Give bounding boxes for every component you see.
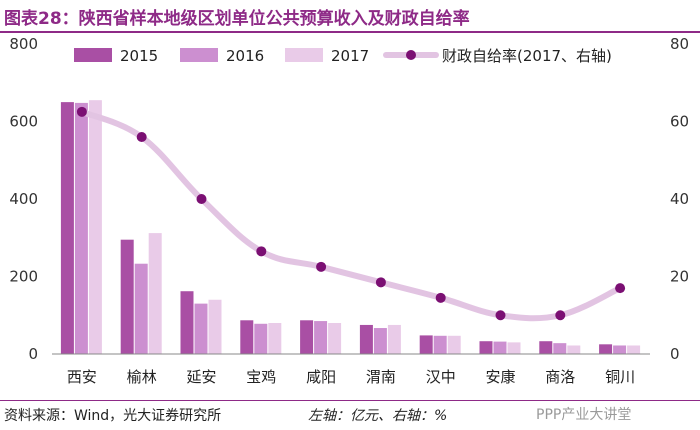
legend-label: 财政自给率(2017、右轴) <box>442 47 612 65</box>
bar-2017 <box>268 323 282 354</box>
bar-2016 <box>194 303 208 354</box>
bar-2015 <box>359 324 373 354</box>
category-label: 延安 <box>186 368 216 386</box>
bar-2015 <box>599 344 613 354</box>
line-marker <box>555 310 566 321</box>
right-tick-label: 0 <box>670 345 680 363</box>
left-axis: 0 200 400 600 800 <box>9 35 38 363</box>
self-sufficiency-line <box>78 108 624 322</box>
legend-swatch-2016 <box>180 48 218 62</box>
category-label: 铜川 <box>605 368 635 386</box>
right-axis: 0 20 40 60 80 <box>670 35 689 363</box>
left-tick-label: 0 <box>28 345 38 363</box>
legend-label: 2017 <box>331 47 369 65</box>
axis-unit-note: 左轴：亿元、右轴：% <box>308 408 448 424</box>
bar-2016 <box>433 335 447 354</box>
footer-divider <box>0 400 700 401</box>
legend-marker-swatch <box>406 50 416 60</box>
legend-label: 2015 <box>120 47 158 65</box>
bar-2015 <box>120 239 134 354</box>
legend-label: 2016 <box>226 47 264 65</box>
bar-2016 <box>373 328 387 354</box>
category-label: 商洛 <box>545 368 575 386</box>
bar-2016 <box>254 323 268 354</box>
category-label: 渭南 <box>366 368 396 386</box>
right-tick-label: 20 <box>670 268 689 286</box>
bar-2017 <box>507 342 521 354</box>
bar-2017 <box>567 345 581 354</box>
bar-2016 <box>493 341 507 354</box>
category-label: 宝鸡 <box>246 368 276 386</box>
right-tick-label: 40 <box>670 190 689 208</box>
self-sufficiency-markers <box>76 106 626 321</box>
left-tick-label: 400 <box>9 190 38 208</box>
category-axis: 西安 榆林 延安 宝鸡 咸阳 渭南 汉中 安康 商洛 铜川 <box>67 368 635 386</box>
chart-area: 0 200 400 600 800 0 20 40 60 80 西安 榆林 延安 宝鸡 咸阳 渭南 汉中 安康… <box>9 35 689 386</box>
left-tick-label: 800 <box>9 35 38 53</box>
left-tick-label: 200 <box>9 268 38 286</box>
chart-title: 图表28：陕西省样本地级区划单位公共预算收入及财政自给率 <box>4 9 470 29</box>
bar-series <box>60 100 641 355</box>
bar-2015 <box>539 341 553 354</box>
category-label: 咸阳 <box>306 368 336 386</box>
legend-swatch-2015 <box>74 48 112 62</box>
bar-2017 <box>88 100 102 354</box>
bar-2015 <box>479 341 493 354</box>
bar-2016 <box>613 345 627 354</box>
line-marker <box>615 283 626 294</box>
bar-2017 <box>387 324 401 354</box>
bar-2015 <box>300 320 314 354</box>
watermark-text: PPP产业大讲堂 <box>536 407 632 423</box>
bar-2017 <box>328 323 342 354</box>
right-tick-label: 60 <box>670 113 689 131</box>
bar-2016 <box>74 102 88 355</box>
category-label: 安康 <box>485 368 515 386</box>
bar-2017 <box>208 299 222 354</box>
line-marker <box>136 132 147 142</box>
bar-2017 <box>148 233 162 354</box>
left-tick-label: 600 <box>9 113 38 131</box>
line-marker <box>256 246 267 257</box>
category-label: 榆林 <box>127 368 157 386</box>
bar-2016 <box>314 321 328 354</box>
legend: 2015 2016 2017 财政自给率(2017、右轴) <box>74 47 612 65</box>
category-label: 西安 <box>67 368 97 386</box>
right-tick-label: 80 <box>670 35 689 53</box>
bar-2015 <box>419 335 433 354</box>
bar-2015 <box>240 320 254 354</box>
bar-2016 <box>134 263 148 354</box>
bar-2016 <box>553 343 567 354</box>
legend-swatch-2017 <box>285 48 323 62</box>
line-marker <box>495 310 506 321</box>
line-marker <box>316 261 327 272</box>
line-marker <box>375 277 386 288</box>
bar-2017 <box>447 335 461 354</box>
title-divider <box>0 31 700 33</box>
category-label: 汉中 <box>426 368 456 386</box>
line-marker <box>196 194 207 204</box>
bar-2015 <box>180 291 194 354</box>
source-note: 资料来源：Wind，光大证券研究所 <box>4 408 222 424</box>
line-marker <box>76 106 87 117</box>
line-marker <box>435 292 446 303</box>
bar-2015 <box>60 102 74 354</box>
bar-2017 <box>627 345 641 354</box>
